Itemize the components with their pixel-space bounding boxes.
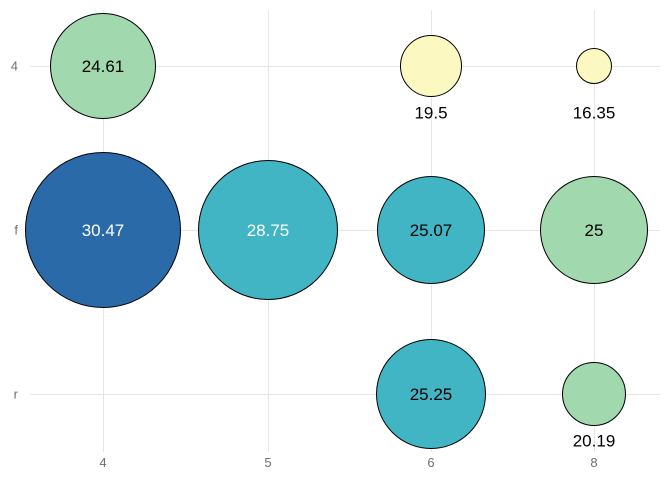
bubble-value-label: 25.25 [409, 384, 453, 404]
bubble-value-label: 19.5 [414, 103, 448, 123]
bubble [400, 35, 462, 97]
bubble-value-label: 25 [584, 220, 604, 240]
y-axis-tick-label: r [13, 386, 18, 402]
x-axis-tick-label: 6 [427, 455, 435, 470]
x-axis-tick-label: 4 [99, 455, 107, 470]
bubble-value-label: 25.07 [409, 220, 453, 240]
x-axis-tick-label: 5 [264, 455, 272, 470]
bubble-value-label: 24.61 [81, 56, 125, 76]
y-axis-tick-label: f [14, 222, 18, 238]
bubble-value-label: 20.19 [572, 431, 616, 451]
bubble: 28.75 [198, 160, 338, 300]
gridline-horizontal [30, 229, 660, 231]
bubble [562, 362, 626, 426]
bubble: 25 [540, 176, 648, 284]
bubble-value-label: 28.75 [246, 220, 290, 240]
bubble: 25.25 [376, 339, 486, 449]
bubble-value-label: 16.35 [572, 103, 616, 123]
y-axis-tick-label: 4 [10, 58, 18, 74]
bubble [576, 48, 612, 84]
gridline-horizontal [30, 65, 660, 67]
bubble: 24.61 [50, 13, 156, 119]
gridline-horizontal [30, 393, 660, 395]
x-axis-tick-label: 8 [590, 455, 598, 470]
bubble: 25.07 [377, 176, 485, 284]
bubble-value-label: 30.47 [81, 220, 125, 240]
bubble: 30.47 [25, 152, 181, 308]
